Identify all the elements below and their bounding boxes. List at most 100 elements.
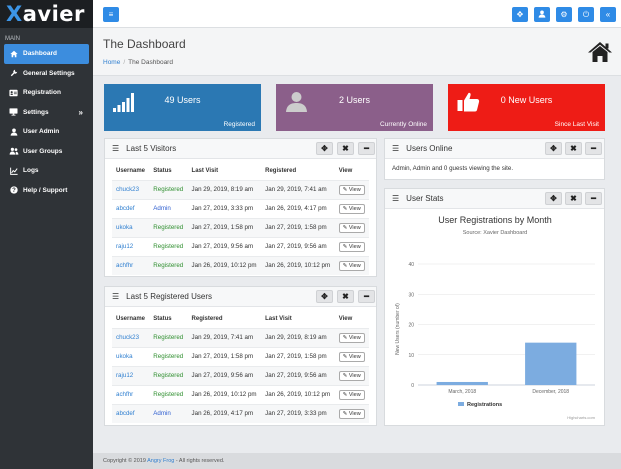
list-icon: ☰ <box>112 292 120 301</box>
move-icon: ✥ <box>550 144 557 153</box>
close-panel-button[interactable]: ✖ <box>337 290 354 303</box>
registered-value: Jan 26, 2019, 4:17 pm <box>261 198 335 218</box>
menu-toggle-button[interactable]: ≡ <box>103 7 119 22</box>
sidebar-item-label: Settings <box>23 108 49 116</box>
house-icon <box>588 42 612 62</box>
move-panel-button[interactable]: ✥ <box>545 192 562 205</box>
signal-bars-icon <box>113 93 134 112</box>
view-button[interactable]: ✎ View <box>338 408 365 419</box>
sidebar-item-user-admin[interactable]: User Admin <box>0 122 93 142</box>
chart-credits[interactable]: Highcharts.com <box>567 415 595 420</box>
move-panel-button[interactable]: ✥ <box>545 142 562 155</box>
view-button[interactable]: ✎ View <box>338 241 365 252</box>
column-header: Last Visit <box>191 168 219 175</box>
sidebar-item-help-support[interactable]: ? Help / Support <box>0 181 93 201</box>
username-link[interactable]: ukoka <box>112 346 150 366</box>
view-button[interactable]: ✎ View <box>338 389 365 400</box>
user-icon <box>538 10 546 20</box>
bar-0[interactable] <box>436 381 488 385</box>
status-text: Registered <box>149 346 188 366</box>
view-button[interactable]: ✎ View <box>338 370 365 381</box>
logo[interactable]: Xavier <box>6 2 85 26</box>
registered-value: Jan 27, 2019, 1:58 pm <box>187 346 262 366</box>
sidebar-item-general-settings[interactable]: General Settings <box>0 64 93 84</box>
stat-label: Currently Online <box>380 121 427 128</box>
stat-value: 2 Users <box>338 95 370 105</box>
table-row: raju12 Registered Jan 27, 2019, 9:56 am … <box>112 236 369 256</box>
settings-button[interactable]: ⚙ <box>556 7 572 22</box>
last-visit-value: Jan 27, 2019, 1:58 pm <box>187 217 262 237</box>
double-chevron-left-icon: « <box>605 10 611 19</box>
sidebar-item-registration[interactable]: Registration <box>0 83 93 103</box>
top-header: ≡ ✥ ⚙ ⏻ « <box>93 0 621 28</box>
sidebar-item-label: User Admin <box>23 128 60 136</box>
monitor-icon <box>8 108 19 116</box>
last-visit-value: Jan 27, 2019, 1:58 pm <box>261 346 335 366</box>
move-panel-button[interactable]: ✥ <box>316 290 333 303</box>
minimize-panel-button[interactable]: ━ <box>585 192 602 205</box>
table-row: chuck23 Registered Jan 29, 2019, 8:19 am… <box>112 179 369 199</box>
username-link[interactable]: achfhr <box>112 384 150 404</box>
sidebar-item-user-groups[interactable]: User Groups <box>0 142 93 162</box>
x-tick-label: March, 2018 <box>448 389 476 395</box>
view-button[interactable]: ✎ View <box>338 184 365 195</box>
view-button[interactable]: ✎ View <box>338 222 365 233</box>
username-link[interactable]: chuck23 <box>112 179 150 199</box>
chart-title: User Registrations by Month <box>438 215 552 225</box>
edit-icon: ✎ <box>342 391 348 398</box>
close-panel-button[interactable]: ✖ <box>337 142 354 155</box>
registered-value: Jan 29, 2019, 7:41 am <box>261 179 335 199</box>
move-icon: ✥ <box>321 292 328 301</box>
title-area: The Dashboard Home / The Dashboard <box>93 28 621 76</box>
panel-header: ☰ User Stats ✥ ✖ ━ <box>385 189 604 209</box>
status-text: Registered <box>149 384 188 404</box>
collapse-button[interactable]: « <box>600 7 616 22</box>
sidebar-item-label: General Settings <box>23 69 75 77</box>
view-button[interactable]: ✎ View <box>338 203 365 214</box>
last-visit-value: Jan 29, 2019, 8:19 am <box>261 327 335 347</box>
list-icon: ☰ <box>112 144 120 153</box>
username-link[interactable]: abcdef <box>112 198 150 218</box>
close-panel-button[interactable]: ✖ <box>565 192 582 205</box>
username-link[interactable]: achfhr <box>112 255 150 275</box>
sidebar: Xavier MAIN Dashboard General Settings R… <box>0 0 93 469</box>
fullscreen-button[interactable]: ✥ <box>512 7 528 22</box>
status-text: Admin <box>149 403 188 423</box>
registrations-chart: User Registrations by Month Source: Xavi… <box>395 215 596 420</box>
username-link[interactable]: raju12 <box>112 365 150 385</box>
username-link[interactable]: chuck23 <box>112 327 150 347</box>
profile-button[interactable] <box>534 7 550 22</box>
stat-label: Since Last Visit <box>554 121 599 128</box>
bar-1[interactable] <box>525 342 577 385</box>
view-button[interactable]: ✎ View <box>338 332 365 343</box>
username-link[interactable]: raju12 <box>112 236 150 256</box>
registered-value: Jan 26, 2019, 4:17 pm <box>187 403 262 423</box>
close-panel-button[interactable]: ✖ <box>565 142 582 155</box>
breadcrumb-current: The Dashboard <box>128 59 173 66</box>
status-text: Registered <box>149 255 188 275</box>
status-text: Registered <box>149 217 188 237</box>
last-registered-panel: ☰ Last 5 Registered Users ✥ ✖ ━ Username… <box>104 286 377 426</box>
username-link[interactable]: abcdef <box>112 403 150 423</box>
minimize-panel-button[interactable]: ━ <box>358 142 375 155</box>
username-link[interactable]: ukoka <box>112 217 150 237</box>
legend-label[interactable]: Registrations <box>467 402 502 408</box>
logout-button[interactable]: ⏻ <box>578 7 594 22</box>
move-panel-button[interactable]: ✥ <box>316 142 333 155</box>
last-visit-value: Jan 27, 2019, 9:56 am <box>187 236 262 256</box>
registered-value: Jan 26, 2019, 10:12 pm <box>261 255 335 275</box>
close-icon: ✖ <box>342 292 349 301</box>
home-icon <box>8 50 19 58</box>
sidebar-item-label: User Groups <box>23 147 63 155</box>
y-tick-label: 0 <box>411 383 414 389</box>
breadcrumb-home-link[interactable]: Home <box>103 59 121 66</box>
online-text: Admin, Admin and 0 guests viewing the si… <box>392 165 514 172</box>
minimize-panel-button[interactable]: ━ <box>585 142 602 155</box>
sidebar-item-settings[interactable]: Settings » <box>0 103 93 123</box>
sidebar-item-dashboard[interactable]: Dashboard <box>4 44 89 64</box>
view-button[interactable]: ✎ View <box>338 351 365 362</box>
sidebar-item-logs[interactable]: Logs <box>0 161 93 181</box>
minimize-panel-button[interactable]: ━ <box>358 290 375 303</box>
view-button[interactable]: ✎ View <box>338 260 365 271</box>
footer-brand-link[interactable]: Angry Frog <box>147 458 175 464</box>
